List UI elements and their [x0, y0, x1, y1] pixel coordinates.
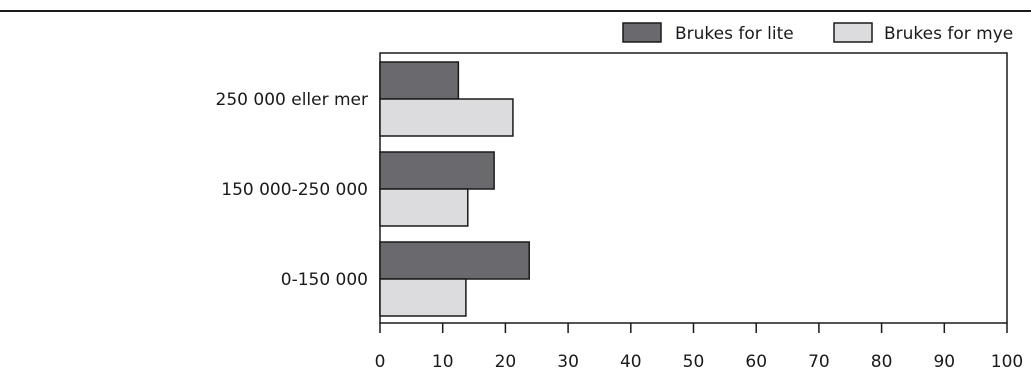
category-label: 150 000-250 000	[221, 180, 368, 200]
bar-brukes-for-mye-250-000-eller-mer	[379, 98, 514, 137]
category-label: 0-150 000	[281, 270, 368, 290]
category-labels: 250 000 eller mer 150 000-250 000 0-150 00…	[216, 90, 368, 290]
x-tick-label: 20	[495, 352, 517, 372]
x-tick-label: 50	[683, 352, 705, 372]
legend-swatch-brukes-for-lite	[622, 22, 662, 43]
x-tick-label: 80	[871, 352, 893, 372]
x-tick-label: 90	[933, 352, 955, 372]
x-tick-label: 40	[620, 352, 642, 372]
x-tick-label: 70	[808, 352, 830, 372]
x-axis: 0 10 20 30 40 50 60 70 80 90 100	[375, 323, 1023, 372]
bar-brukes-for-mye-0-150-000	[379, 278, 467, 317]
x-tick-label: 0	[375, 352, 386, 372]
bars-group	[379, 61, 530, 317]
bar-brukes-for-lite-150-000-250-000	[379, 151, 495, 190]
legend-swatch-brukes-for-mye	[833, 22, 873, 43]
x-tick-label: 60	[745, 352, 767, 372]
legend: Brukes for lite Brukes for mye	[622, 22, 1013, 44]
x-tick-label: 30	[557, 352, 579, 372]
legend-label-brukes-for-mye: Brukes for mye	[884, 24, 1013, 44]
category-label: 250 000 eller mer	[216, 90, 368, 110]
x-tick-label: 10	[432, 352, 454, 372]
bar-brukes-for-lite-0-150-000	[379, 241, 530, 280]
legend-label-brukes-for-lite: Brukes for lite	[675, 24, 794, 44]
bar-brukes-for-lite-250-000-eller-mer	[379, 61, 460, 100]
x-tick-label: 100	[991, 352, 1023, 372]
bar-brukes-for-mye-150-000-250-000	[379, 188, 469, 227]
